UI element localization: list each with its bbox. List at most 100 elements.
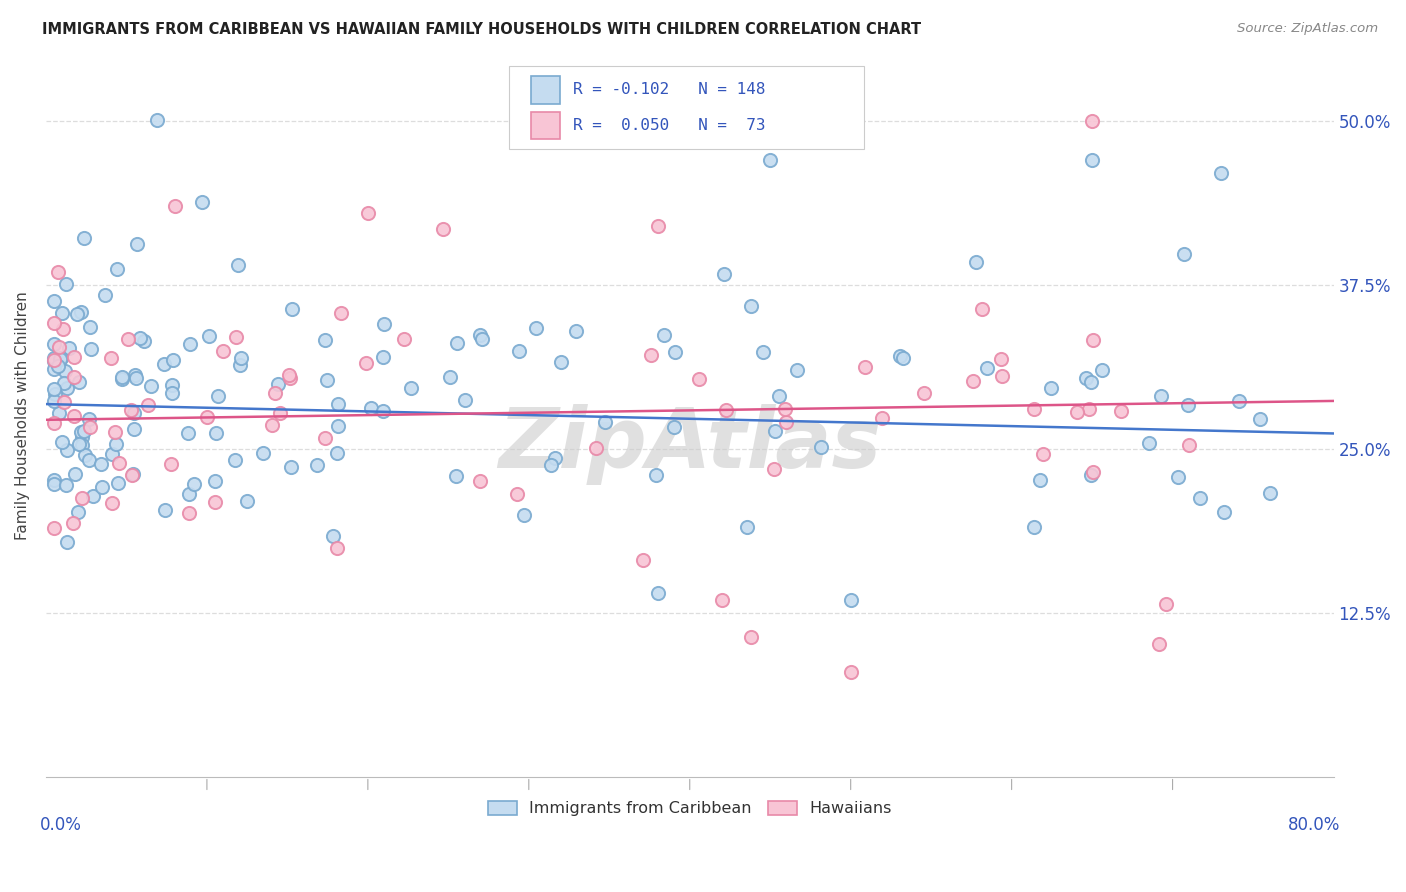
Point [810,440,832,454]
Point [42,351,65,365]
Point [278,370,301,384]
Point [42,473,65,487]
Point [737,520,759,534]
Point [513,508,536,523]
Point [759,153,782,167]
Point [107,476,129,491]
Point [439,369,461,384]
Point [105,262,128,277]
Point [179,506,201,520]
Point [177,486,200,500]
Point [1177,398,1199,412]
Point [540,458,562,473]
Point [1066,405,1088,419]
Point [62,350,84,364]
Point [132,334,155,348]
Point [740,630,762,644]
Point [281,302,304,317]
Point [1167,469,1189,483]
Text: Source: ZipAtlas.com: Source: ZipAtlas.com [1237,22,1378,36]
Point [314,432,336,446]
Point [373,318,395,332]
Point [263,385,285,400]
Point [73,448,96,462]
Point [55,277,77,291]
Point [100,351,122,366]
Point [42,354,65,368]
Point [211,343,233,358]
Point [101,496,124,510]
Point [1081,465,1104,479]
FancyBboxPatch shape [531,76,560,103]
Point [67,436,90,450]
Point [357,205,380,219]
Point [139,379,162,393]
Point [269,406,291,420]
Point [162,377,184,392]
Point [42,393,65,408]
Point [42,293,65,308]
Point [49,351,72,366]
Point [762,462,785,476]
Point [127,237,149,252]
Point [889,349,911,363]
Point [82,489,104,503]
Point [153,357,176,371]
Point [1080,468,1102,483]
Point [146,112,169,127]
Point [70,491,93,505]
Point [373,404,395,418]
Point [506,487,529,501]
Point [136,398,159,412]
Point [153,502,176,516]
Point [104,437,127,451]
Point [204,475,226,489]
Point [360,401,382,415]
Point [51,435,73,450]
Point [195,410,218,425]
Point [183,477,205,491]
Point [1189,491,1212,505]
Point [990,352,1012,367]
Point [198,329,221,343]
Point [48,340,70,354]
Point [775,415,797,429]
Point [1039,381,1062,395]
Point [70,438,93,452]
Point [262,417,284,432]
Text: 0.0%: 0.0% [39,816,82,834]
Point [65,307,87,321]
Point [322,529,344,543]
Point [62,516,84,531]
Point [752,345,775,359]
Point [565,324,588,338]
Point [373,350,395,364]
Point [316,373,339,387]
Point [1022,520,1045,534]
Point [1227,393,1250,408]
Point [101,447,124,461]
Point [991,369,1014,384]
Point [354,356,377,370]
Point [42,416,65,430]
Point [124,368,146,383]
Point [56,381,79,395]
Point [1173,247,1195,261]
Point [716,403,738,417]
Text: R =  0.050   N =  73: R = 0.050 N = 73 [572,118,765,133]
Point [645,467,668,482]
Point [1076,371,1098,385]
Point [52,322,75,336]
Point [42,316,65,330]
Point [392,332,415,346]
Point [53,364,76,378]
Point [972,302,994,317]
Point [122,422,145,436]
Point [1147,637,1170,651]
Point [121,467,143,482]
Point [56,442,79,457]
Point [163,199,186,213]
Point [280,460,302,475]
Point [688,372,710,386]
Point [42,353,65,368]
